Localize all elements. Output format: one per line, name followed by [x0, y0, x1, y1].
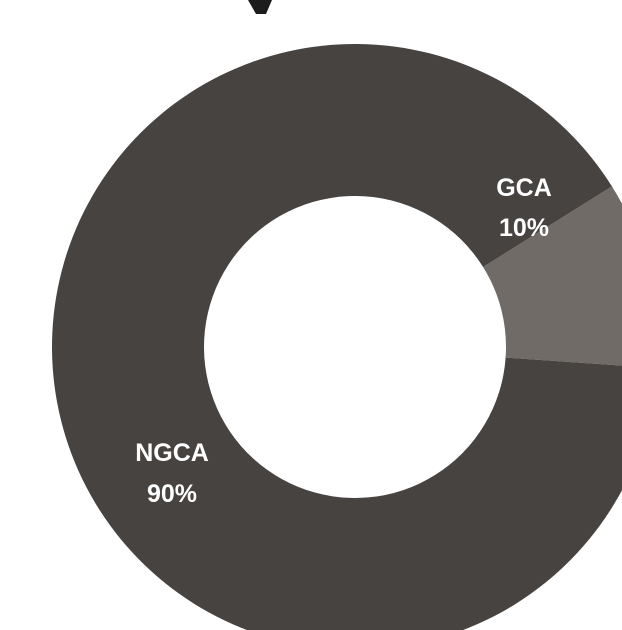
slice-label-ngca-name: NGCA — [135, 439, 209, 467]
slice-label-ngca-value: 90% — [147, 480, 197, 508]
slice-label-gca-value: 10% — [499, 214, 549, 242]
donut-slice-gca — [483, 186, 622, 366]
donut-slices — [52, 44, 622, 630]
title-fragment — [248, 0, 272, 14]
slice-label-gca-name: GCA — [496, 174, 552, 202]
slice-labels: GCA 10% NGCA 90% — [135, 174, 552, 508]
donut-slice-ngca — [52, 44, 622, 630]
